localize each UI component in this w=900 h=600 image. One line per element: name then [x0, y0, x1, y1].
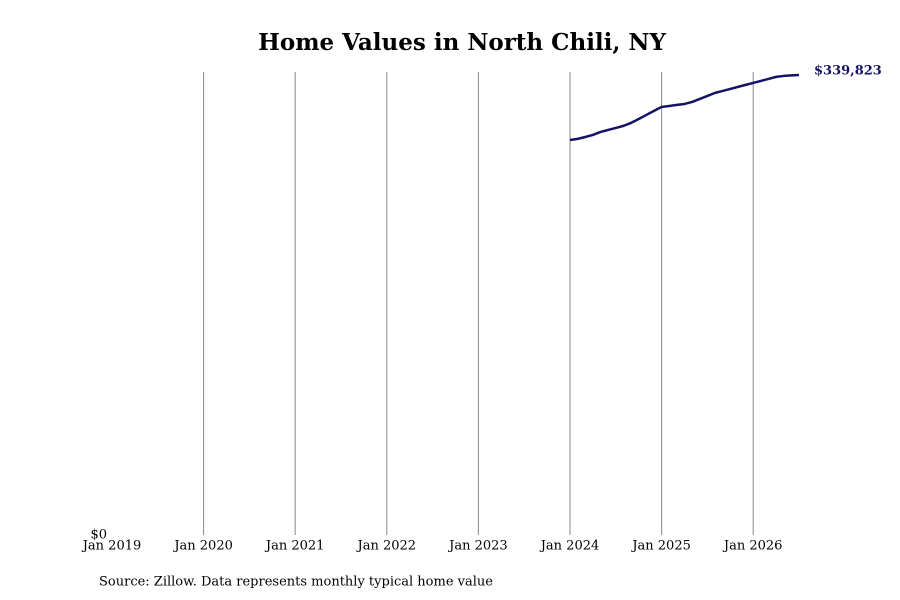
- source-note: Source: Zillow. Data represents monthly …: [99, 575, 493, 590]
- x-tick-label: Jan 2021: [264, 539, 325, 554]
- x-tick-label: Jan 2026: [722, 539, 783, 554]
- x-tick-label: Jan 2022: [356, 539, 417, 554]
- x-tick-label: Jan 2019: [81, 539, 142, 554]
- value-label: $339,823: [814, 63, 882, 78]
- x-tick-label: Jan 2024: [539, 539, 600, 554]
- x-tick-label: Jan 2023: [447, 539, 508, 554]
- line-series: [569, 73, 800, 142]
- x-tick-label: Jan 2025: [630, 539, 691, 554]
- y-tick-label: $0: [90, 528, 107, 543]
- x-tick-label: Jan 2020: [172, 539, 233, 554]
- chart-title: Home Values in North Chili, NY: [258, 29, 666, 56]
